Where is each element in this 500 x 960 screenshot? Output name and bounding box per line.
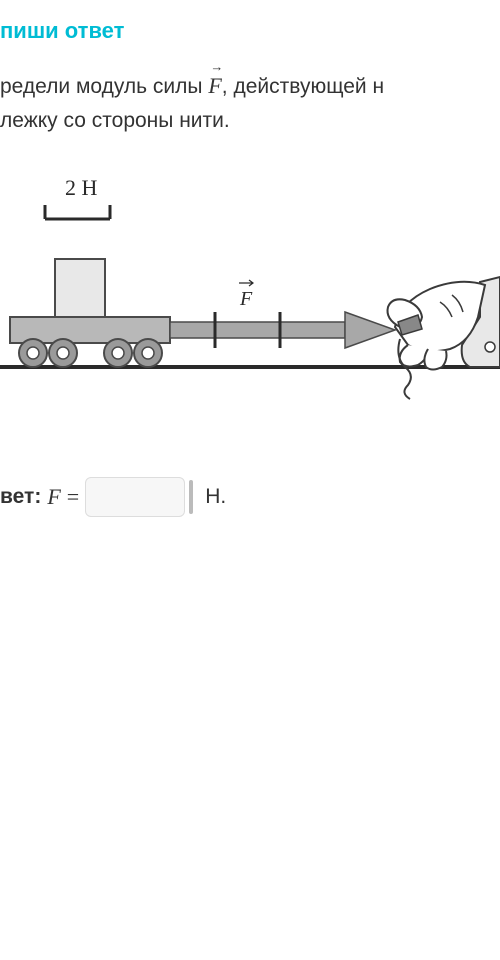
answer-variable: F bbox=[47, 484, 60, 510]
answer-row: вет: F = Н. bbox=[0, 477, 500, 517]
question-line2: лежку со стороны нити. bbox=[0, 109, 230, 132]
question-line1-suffix: , действующей н bbox=[222, 75, 384, 98]
wheel-front-right bbox=[49, 339, 77, 367]
scale-label: 2 Н bbox=[65, 175, 98, 200]
answer-unit: Н. bbox=[205, 485, 226, 509]
force-label: F bbox=[239, 288, 253, 310]
wheel-rear-right bbox=[134, 339, 162, 367]
wheel-front-left bbox=[19, 339, 47, 367]
input-cursor-indicator bbox=[189, 480, 193, 514]
answer-input[interactable] bbox=[85, 477, 185, 517]
wheel-rear-left bbox=[104, 339, 132, 367]
force-arrow bbox=[170, 312, 395, 348]
force-vector-symbol: F bbox=[208, 68, 221, 103]
equals-sign: = bbox=[67, 484, 79, 510]
question-text: редели модуль силы F, действующей н лежк… bbox=[0, 68, 500, 137]
question-line1-prefix: редели модуль силы bbox=[0, 75, 208, 98]
answer-label: вет: bbox=[0, 485, 41, 509]
diagram-svg: 2 Н bbox=[0, 167, 500, 407]
cart-block bbox=[55, 259, 105, 317]
physics-diagram: 2 Н bbox=[0, 167, 500, 407]
section-heading: пиши ответ bbox=[0, 18, 500, 44]
hand bbox=[388, 277, 500, 399]
force-label-arrow bbox=[239, 280, 253, 286]
